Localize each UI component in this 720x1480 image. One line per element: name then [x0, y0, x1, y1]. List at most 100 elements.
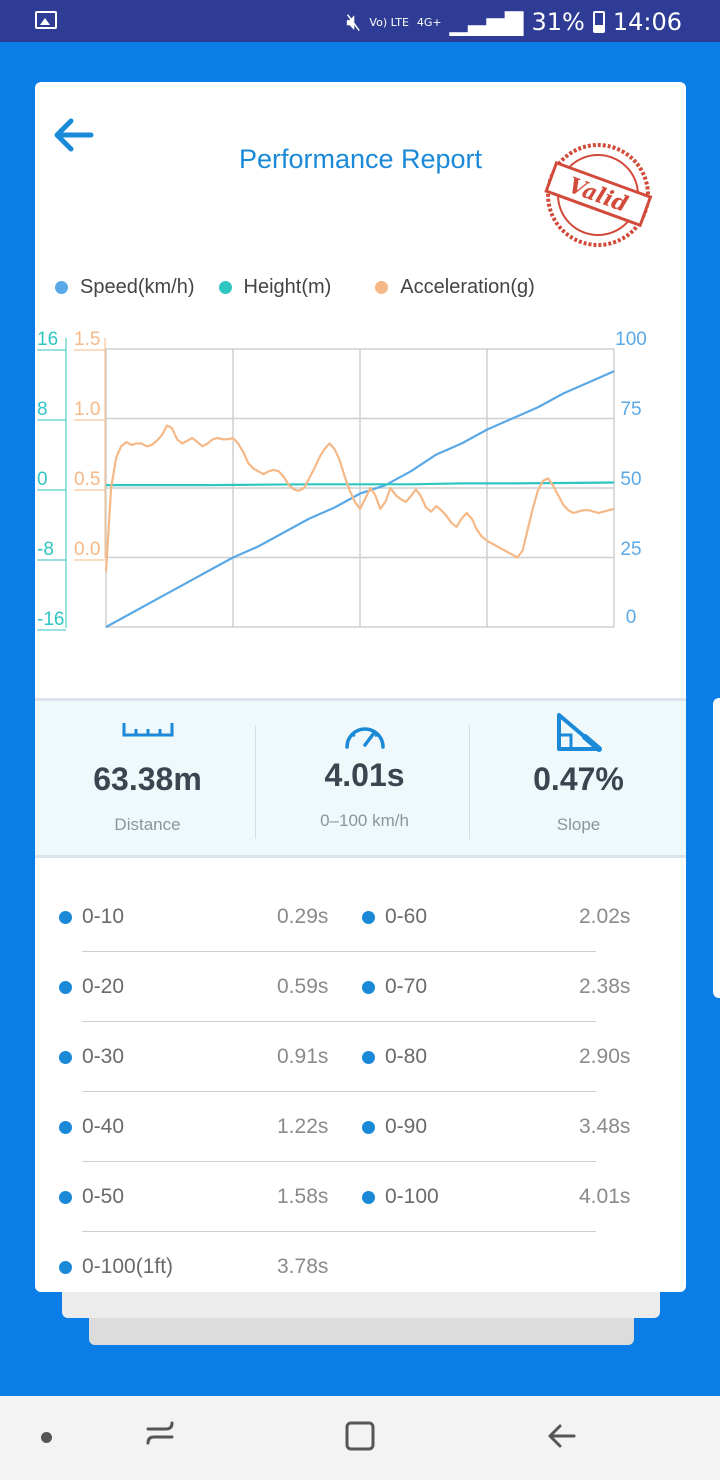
edge-panel-handle[interactable]: [713, 698, 720, 998]
back-arrow-icon[interactable]: [51, 112, 97, 158]
legend-acceleration: Acceleration(g): [375, 276, 535, 299]
split-cell-left: 0-10 0.29s: [59, 882, 339, 952]
bullet-dot: [59, 1120, 72, 1134]
split-label: 0-60: [385, 905, 428, 928]
distance-value: 63.38m: [93, 761, 202, 797]
height-tick-label: -16: [37, 609, 64, 630]
legend-label: Acceleration(g): [400, 276, 535, 298]
bullet-dot: [362, 1190, 375, 1204]
distance-label: Distance: [114, 815, 181, 834]
nav-dot-icon[interactable]: [41, 1432, 52, 1443]
split-label: 0-30: [82, 1045, 125, 1068]
speedometer-icon: [344, 727, 385, 749]
split-value: 1.58s: [277, 1185, 329, 1208]
bullet-dot: [362, 1120, 375, 1134]
split-value: 0.59s: [277, 975, 329, 998]
split-cell-right: 0-80 2.90s: [362, 1022, 642, 1092]
slope-stat: 0.47% Slope: [470, 701, 686, 855]
bullet-dot: [59, 910, 72, 924]
row-divider: [82, 1021, 596, 1022]
bullet-dot: [59, 1050, 72, 1064]
stat-divider: [469, 725, 470, 839]
split-value: 1.22s: [277, 1115, 329, 1138]
stat-divider: [255, 725, 256, 839]
legend-label: Height(m): [243, 276, 332, 298]
system-nav-bar: [0, 1396, 720, 1480]
status-bar: 🔇︎ Vo) LTE 4G+ ▁▃▅▇ 31% 14:06: [0, 0, 720, 42]
lte-icon: Vo) LTE: [369, 15, 409, 29]
split-label: 0-70: [385, 975, 428, 998]
slope-value: 0.47%: [533, 761, 624, 797]
slope-icon: [556, 713, 602, 752]
split-cell-left: 0-20 0.59s: [59, 952, 339, 1022]
table-row: 0-30 0.91s 0-80 2.90s: [35, 1022, 686, 1092]
acceleration-time-value: 4.01s: [324, 757, 405, 793]
valid-stamp-icon: Valid: [544, 143, 653, 247]
table-row: 0-10 0.29s 0-60 2.02s: [35, 882, 686, 952]
bullet-dot: [59, 1190, 72, 1204]
clock: 14:06: [612, 8, 682, 36]
split-label: 0-100(1ft): [82, 1255, 174, 1278]
split-label: 0-80: [385, 1045, 428, 1068]
bullet-dot: [59, 1260, 72, 1274]
row-divider: [82, 951, 596, 952]
speed-tick-label: 50: [620, 469, 641, 490]
split-cell-left: 0-100(1ft) 3.78s: [59, 1232, 339, 1292]
split-value: 2.02s: [579, 905, 631, 928]
battery-percent: 31%: [531, 8, 585, 36]
signal-icon: ▁▃▅▇: [449, 8, 524, 36]
series-line-height: [106, 481, 615, 487]
split-label: 0-40: [82, 1115, 125, 1138]
table-row: 0-50 1.58s 0-100 4.01s: [35, 1162, 686, 1232]
split-cell-right: 0-90 3.48s: [362, 1092, 642, 1162]
accel-tick-label: 1.0: [74, 399, 100, 420]
speed-tick-label: 100: [615, 329, 647, 350]
ruler-icon: [122, 723, 173, 737]
accel-tick-label: 0.0: [74, 539, 100, 560]
split-label: 0-20: [82, 975, 125, 998]
split-cell-left: 0-30 0.91s: [59, 1022, 339, 1092]
accel-tick-label: 1.5: [74, 329, 100, 350]
split-cell-right: 0-60 2.02s: [362, 882, 642, 952]
speed-tick-label: 25: [620, 539, 641, 560]
table-row: 0-100(1ft) 3.78s: [35, 1232, 686, 1292]
split-label: 0-90: [385, 1115, 428, 1138]
split-cell-right: 0-70 2.38s: [362, 952, 642, 1022]
legend-dot: [55, 281, 68, 294]
height-tick-label: -8: [37, 539, 54, 560]
legend-dot: [375, 281, 389, 294]
mute-icon: 🔇︎: [346, 8, 362, 36]
split-label: 0-50: [82, 1185, 125, 1208]
performance-chart: 16 8 0 -8 -16 1.5 1.0 0.5 0.0 100 75 50 25 0: [37, 329, 647, 631]
accel-tick-label: 0.5: [74, 469, 100, 490]
summary-panel: 63.38m Distance 4.01s 0–100 km/h 0.47% S…: [35, 698, 686, 858]
split-value: 3.78s: [277, 1255, 329, 1278]
bullet-dot: [362, 910, 375, 924]
split-value: 0.29s: [277, 905, 329, 928]
row-divider: [82, 1231, 596, 1232]
bullet-dot: [59, 980, 72, 994]
home-icon[interactable]: [344, 1420, 376, 1452]
recent-apps-icon[interactable]: [144, 1421, 176, 1451]
bullet-dot: [362, 1050, 375, 1064]
split-cell-left: 0-40 1.22s: [59, 1092, 339, 1162]
legend-speed: Speed(km/h): [55, 276, 195, 299]
slope-label: Slope: [556, 815, 601, 834]
gallery-notification-icon: [35, 11, 57, 29]
split-label: 0-10: [82, 905, 125, 928]
split-value: 0.91s: [277, 1045, 329, 1068]
distance-stat: 63.38m Distance: [39, 701, 256, 855]
back-nav-icon[interactable]: [546, 1420, 578, 1452]
series-line-speed: [105, 370, 615, 628]
split-cell-right: 0-100 4.01s: [362, 1162, 642, 1232]
height-tick-label: 16: [37, 329, 58, 350]
height-tick-label: 8: [37, 399, 48, 420]
split-cell-left: 0-50 1.58s: [59, 1162, 339, 1232]
bullet-dot: [362, 980, 375, 994]
series-line-accel: [104, 424, 615, 572]
table-row: 0-20 0.59s 0-70 2.38s: [35, 952, 686, 1022]
split-value: 3.48s: [579, 1115, 631, 1138]
network-icon: 4G+: [416, 15, 442, 29]
legend-height: Height(m): [218, 276, 332, 299]
split-label: 0-100: [385, 1185, 439, 1208]
